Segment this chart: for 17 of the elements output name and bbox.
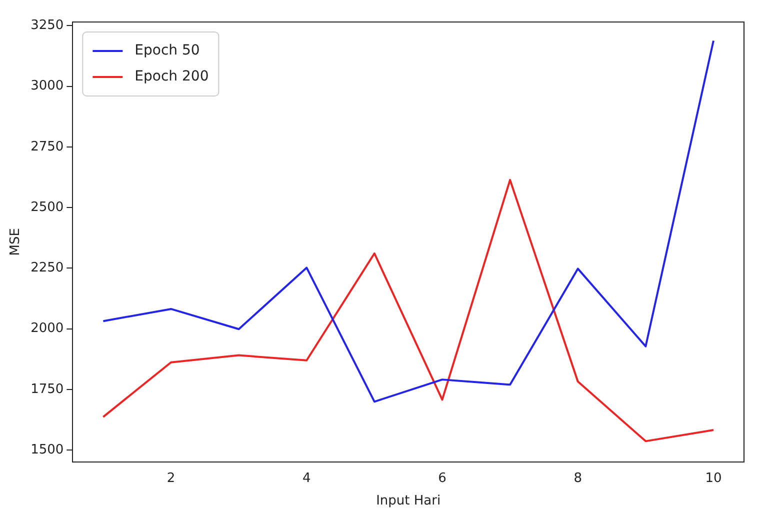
y-tick-label: 1750 [30, 382, 64, 397]
y-tick-label: 3000 [30, 78, 64, 94]
y-tick-label: 1500 [30, 442, 64, 458]
y-axis-title: MSE [8, 228, 24, 256]
legend-label: Epoch 50 [134, 42, 200, 59]
x-tick-label: 4 [302, 470, 311, 486]
x-axis-title: Input Hari [376, 494, 441, 509]
x-tick-label: 8 [574, 470, 582, 486]
x-tick-label: 2 [166, 470, 176, 486]
x-tick-label: 10 [705, 470, 722, 486]
x-tick-label: 6 [438, 470, 446, 486]
legend-label: Epoch 200 [134, 68, 209, 85]
y-tick-label: 2500 [30, 200, 64, 215]
y-tick-label: 2750 [30, 139, 64, 154]
y-tick-label: 3250 [30, 18, 64, 34]
y-tick-label: 2000 [30, 321, 64, 336]
y-tick-label: 2250 [30, 260, 64, 276]
